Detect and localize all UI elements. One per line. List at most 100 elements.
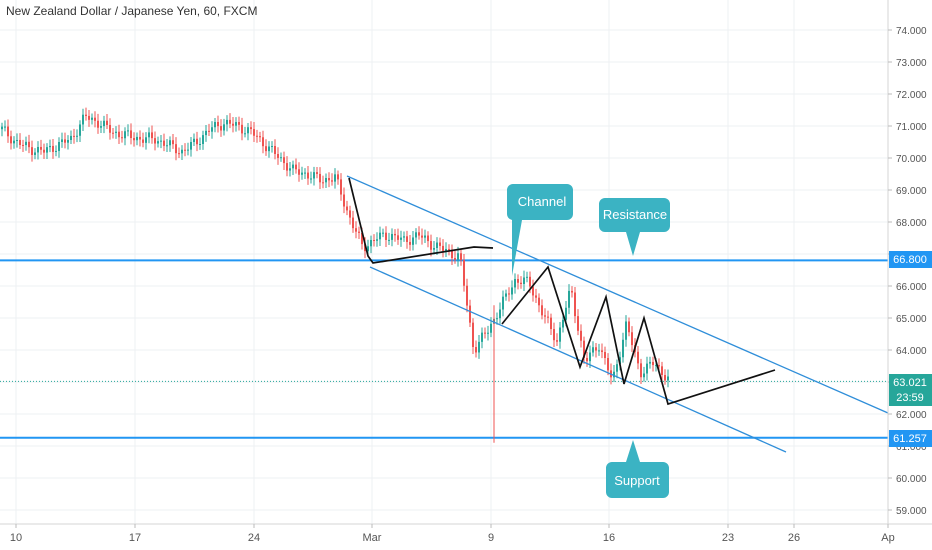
y-tick-label: 68.000 — [896, 218, 927, 229]
candles — [1, 107, 669, 443]
candle-body — [361, 232, 363, 245]
candle-body — [574, 292, 576, 317]
candle-body — [472, 322, 474, 348]
x-tick-label: 16 — [603, 532, 615, 544]
candle-body — [82, 114, 84, 125]
candle-body — [286, 163, 288, 171]
candle-body — [571, 290, 573, 293]
candle-body — [391, 233, 393, 240]
candle-body — [580, 330, 582, 341]
current-price-text: 63.021 — [893, 377, 927, 389]
swing-path-1 — [348, 177, 494, 264]
candle-body — [655, 364, 657, 366]
candle-body — [76, 135, 78, 137]
candle-body — [631, 332, 633, 346]
candle-body — [193, 138, 195, 143]
candle-body — [595, 347, 597, 351]
candle-body — [100, 126, 102, 128]
candle-body — [46, 147, 48, 153]
candle-body — [85, 114, 87, 116]
candle-body — [52, 145, 54, 152]
candle-body — [643, 373, 645, 378]
candle-body — [343, 194, 345, 207]
candle-body — [196, 138, 198, 145]
candle-body — [607, 358, 609, 371]
candle-body — [40, 146, 42, 150]
candle-body — [445, 248, 447, 251]
candle-body — [499, 309, 501, 319]
x-axis-ticks: 10 17 24 Mar 9 16 23 26 Ap — [10, 524, 895, 544]
candle-body — [373, 239, 375, 241]
candle-body — [112, 132, 114, 134]
candle-body — [508, 293, 510, 295]
candle-body — [475, 347, 477, 353]
candle-body — [478, 341, 480, 353]
level-label-text: 66.800 — [893, 254, 927, 266]
candle-body — [661, 366, 663, 376]
candle-body — [19, 139, 21, 145]
candle-body — [301, 172, 303, 175]
candle-body — [22, 144, 24, 146]
candle-body — [277, 154, 279, 158]
candle-body — [115, 131, 117, 133]
candle-body — [424, 235, 426, 238]
candle-body — [436, 242, 438, 248]
candle-body — [526, 276, 528, 278]
candle-body — [241, 124, 243, 134]
y-tick-label: 64.000 — [896, 346, 927, 357]
candle-body — [556, 340, 558, 342]
callout-resistance: Resistance — [599, 198, 670, 256]
candle-body — [364, 244, 366, 252]
candle-body — [49, 145, 51, 148]
candle-body — [31, 147, 33, 155]
candle-body — [460, 253, 462, 261]
candle-body — [58, 141, 60, 151]
candle-body — [1, 126, 3, 130]
candle-body — [235, 122, 237, 126]
candle-body — [328, 178, 330, 181]
candle-body — [589, 352, 591, 362]
candle-body — [43, 149, 45, 153]
candle-body — [97, 120, 99, 128]
callout-channel: Channel — [506, 184, 573, 276]
candle-body — [295, 164, 297, 170]
candle-body — [232, 123, 234, 126]
candle-body — [337, 174, 339, 180]
y-tick-label: 74.000 — [896, 26, 927, 37]
channel-upper-line — [346, 175, 889, 414]
candle-body — [406, 236, 408, 242]
x-tick-label: 24 — [248, 532, 260, 544]
candle-body — [352, 217, 354, 229]
candle-body — [289, 168, 291, 171]
candle-body — [271, 145, 273, 147]
callout-support-label: Support — [614, 473, 660, 488]
candle-body — [412, 237, 414, 245]
x-tick-label: 23 — [722, 532, 734, 544]
candle-body — [61, 139, 63, 142]
candle-body — [658, 364, 660, 367]
candle-body — [211, 127, 213, 132]
candle-body — [442, 245, 444, 251]
candle-body — [130, 130, 132, 139]
y-tick-label: 69.000 — [896, 186, 927, 197]
candle-body — [262, 137, 264, 147]
candle-body — [463, 260, 465, 286]
candle-body — [547, 316, 549, 318]
chart-title: New Zealand Dollar / Japanese Yen, 60, F… — [6, 4, 258, 18]
candle-body — [481, 332, 483, 342]
candle-body — [544, 315, 546, 317]
candle-body — [502, 296, 504, 310]
candle-body — [370, 239, 372, 247]
candle-body — [274, 145, 276, 155]
candle-body — [388, 239, 390, 241]
candle-body — [514, 279, 516, 288]
candle-body — [181, 149, 183, 154]
candle-body — [640, 363, 642, 378]
candle-body — [592, 347, 594, 353]
candle-body — [496, 318, 498, 320]
candle-body — [172, 140, 174, 145]
x-tick-label: 10 — [10, 532, 22, 544]
axes — [0, 0, 932, 525]
candle-body — [313, 172, 315, 179]
